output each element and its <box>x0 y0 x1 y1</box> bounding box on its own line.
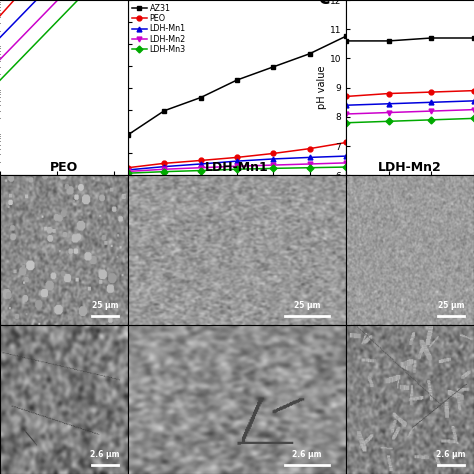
PEO <box>198 158 203 164</box>
LDH-Mn1 <box>234 158 240 164</box>
LDH-Mn2 <box>198 165 203 171</box>
AZ31 <box>162 108 167 114</box>
LDH-Mn2 <box>271 162 276 168</box>
Line: PEO: PEO <box>126 140 348 170</box>
Text: 25 μm: 25 μm <box>91 301 118 310</box>
LDH-Mn2 <box>162 166 167 172</box>
LDH-Mn1 <box>271 156 276 162</box>
Line: AZ31: AZ31 <box>126 34 348 137</box>
LDH-Mn3 <box>125 170 131 176</box>
LDH-Mn3 <box>307 165 312 171</box>
AZ31 <box>343 33 349 39</box>
Title: LDH-Mn2: LDH-Mn2 <box>378 161 442 174</box>
Title: PEO: PEO <box>50 161 78 174</box>
X-axis label: Time (day): Time (day) <box>209 195 265 205</box>
Text: 25 μm: 25 μm <box>438 301 464 310</box>
Line: LDH-Mn2: LDH-Mn2 <box>126 161 348 174</box>
AZ31 <box>198 95 203 100</box>
Text: c: c <box>318 0 329 9</box>
Text: b: b <box>89 0 102 9</box>
Text: 25 μm: 25 μm <box>293 301 320 310</box>
Text: 2.6 μm: 2.6 μm <box>292 450 321 459</box>
LDH-Mn2 <box>125 169 131 174</box>
LDH-Mn1 <box>198 161 203 167</box>
PEO <box>162 161 167 166</box>
PEO <box>125 165 131 171</box>
PEO <box>343 140 349 146</box>
Legend: AZ31, PEO, LDH-Mn1, LDH-Mn2, LDH-Mn3: AZ31, PEO, LDH-Mn1, LDH-Mn2, LDH-Mn3 <box>130 2 188 55</box>
LDH-Mn3 <box>343 164 349 170</box>
LDH-Mn1 <box>125 167 131 173</box>
AZ31 <box>307 51 312 56</box>
Y-axis label: pH value: pH value <box>317 66 327 109</box>
LDH-Mn2 <box>307 161 312 167</box>
Y-axis label: Cumulative hydrogen (mm⁻³): Cumulative hydrogen (mm⁻³) <box>105 16 115 160</box>
Text: 2.6 μm: 2.6 μm <box>90 450 120 459</box>
Line: LDH-Mn1: LDH-Mn1 <box>126 154 348 173</box>
LDH-Mn2 <box>234 164 240 169</box>
LDH-Mn3 <box>198 168 203 173</box>
Title: LDH-Mn1: LDH-Mn1 <box>205 161 269 174</box>
PEO <box>307 146 312 152</box>
LDH-Mn1 <box>343 153 349 159</box>
LDH-Mn2 <box>343 160 349 166</box>
AZ31 <box>125 132 131 137</box>
LDH-Mn3 <box>162 169 167 174</box>
LDH-Mn1 <box>162 164 167 170</box>
Line: LDH-Mn3: LDH-Mn3 <box>126 164 348 176</box>
PEO <box>234 155 240 160</box>
LDH-Mn1 <box>307 155 312 160</box>
AZ31 <box>234 77 240 83</box>
LDH-Mn3 <box>234 166 240 172</box>
AZ31 <box>271 64 276 70</box>
PEO <box>271 151 276 156</box>
LDH-Mn3 <box>271 165 276 171</box>
Text: 2.6 μm: 2.6 μm <box>436 450 466 459</box>
